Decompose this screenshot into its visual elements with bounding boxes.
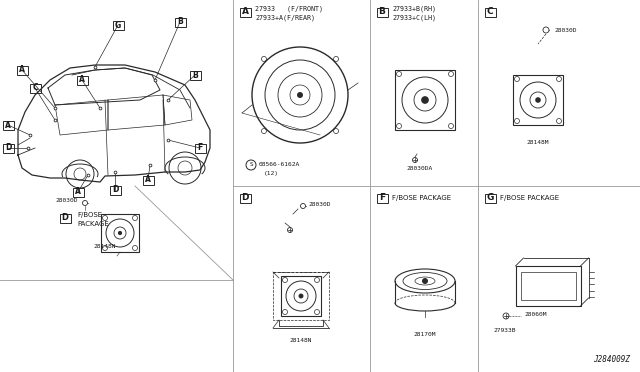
Text: A: A — [241, 7, 248, 16]
Text: 28148N: 28148N — [93, 244, 116, 248]
Bar — [484, 193, 495, 202]
Circle shape — [301, 203, 305, 208]
Bar — [113, 20, 124, 29]
Bar — [281, 276, 321, 316]
Text: 27933+B(RH): 27933+B(RH) — [392, 6, 436, 12]
Circle shape — [83, 201, 88, 205]
Text: 28030D: 28030D — [55, 198, 77, 202]
Circle shape — [543, 27, 549, 33]
Text: D: D — [5, 144, 11, 153]
Text: B: B — [177, 17, 183, 26]
Circle shape — [298, 294, 303, 298]
Bar — [189, 71, 200, 80]
Text: F/BOSE: F/BOSE — [77, 212, 102, 218]
Bar — [60, 214, 70, 222]
Bar — [195, 144, 205, 153]
Bar — [395, 70, 455, 130]
Text: 27933+C(LH): 27933+C(LH) — [392, 15, 436, 21]
Bar — [101, 214, 139, 252]
Text: 27933B: 27933B — [493, 328, 515, 334]
Bar — [3, 121, 13, 129]
Bar — [376, 7, 387, 16]
Bar — [515, 266, 580, 306]
Text: F: F — [379, 193, 385, 202]
Text: 08566-6162A: 08566-6162A — [259, 161, 300, 167]
Text: A: A — [145, 176, 151, 185]
Text: 27933   (F/FRONT): 27933 (F/FRONT) — [255, 6, 323, 12]
Text: F: F — [197, 144, 203, 153]
Bar — [143, 176, 154, 185]
Circle shape — [535, 97, 541, 103]
Text: C: C — [486, 7, 493, 16]
Circle shape — [297, 92, 303, 98]
Text: C: C — [32, 83, 38, 93]
Bar — [484, 7, 495, 16]
Text: B: B — [379, 7, 385, 16]
Text: A: A — [19, 65, 25, 74]
Bar — [3, 144, 13, 153]
Text: A: A — [5, 121, 11, 129]
Text: G: G — [486, 193, 493, 202]
Circle shape — [422, 278, 428, 284]
Text: 28030D: 28030D — [554, 28, 577, 32]
Bar — [29, 83, 40, 93]
Bar — [273, 272, 329, 320]
Bar — [77, 76, 88, 84]
Text: A: A — [75, 187, 81, 196]
Text: 28030D: 28030D — [308, 202, 330, 206]
Text: 28060M: 28060M — [524, 312, 547, 317]
Text: 28030DA: 28030DA — [407, 166, 433, 170]
Circle shape — [118, 231, 122, 235]
Text: G: G — [115, 20, 121, 29]
Text: 28170M: 28170M — [413, 331, 436, 337]
Text: S: S — [249, 163, 253, 167]
Text: 28148M: 28148M — [527, 140, 549, 144]
Text: D: D — [112, 186, 118, 195]
Text: 28148N: 28148N — [290, 339, 312, 343]
Bar — [376, 193, 387, 202]
Text: J284009Z: J284009Z — [593, 356, 630, 365]
Text: F/BOSE PACKAGE: F/BOSE PACKAGE — [500, 195, 559, 201]
Circle shape — [421, 96, 429, 104]
Text: B: B — [192, 71, 198, 80]
Bar — [239, 193, 250, 202]
Text: D: D — [241, 193, 249, 202]
Bar — [72, 187, 83, 196]
Text: D: D — [61, 214, 68, 222]
Text: PACKAGE: PACKAGE — [77, 221, 109, 227]
Bar — [520, 272, 575, 300]
Bar — [109, 186, 120, 195]
Text: (12): (12) — [264, 170, 279, 176]
Bar — [239, 7, 250, 16]
Text: 27933+A(F/REAR): 27933+A(F/REAR) — [255, 15, 315, 21]
Text: A: A — [79, 76, 85, 84]
Bar — [175, 17, 186, 26]
Text: F/BOSE PACKAGE: F/BOSE PACKAGE — [392, 195, 451, 201]
Bar — [513, 75, 563, 125]
Bar — [17, 65, 28, 74]
